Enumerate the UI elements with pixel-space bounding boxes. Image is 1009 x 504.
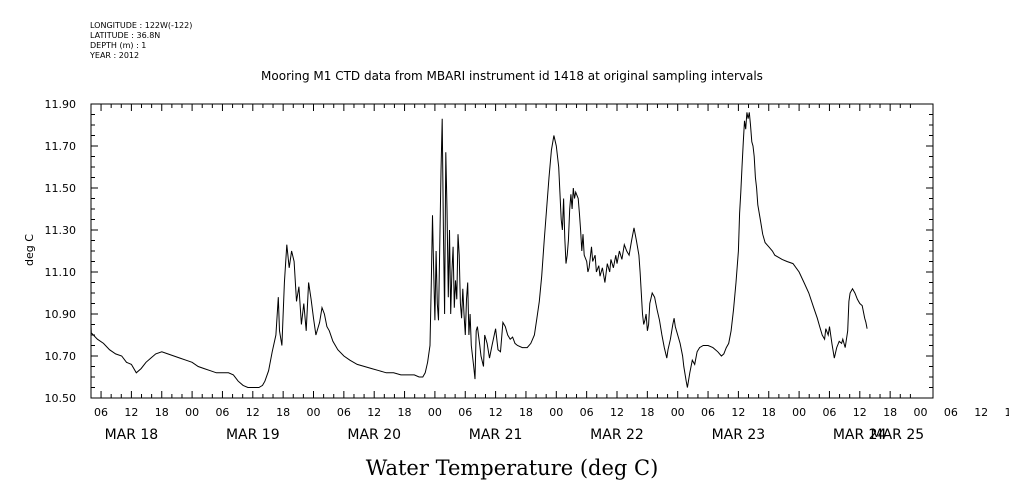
x-hour-label: 00 — [549, 406, 563, 419]
longitude-text: LONGITUDE : 122W(-122) — [90, 21, 193, 30]
x-axis-title: Water Temperature (deg C) — [366, 456, 659, 480]
x-hour-label: 00 — [792, 406, 806, 419]
y-tick-label: 11.30 — [45, 224, 77, 237]
x-hour-label: 06 — [944, 406, 958, 419]
x-hour-label: 18 — [155, 406, 169, 419]
temperature-series-line — [90, 112, 868, 388]
x-hour-label: 18 — [762, 406, 776, 419]
x-date-label: MAR 21 — [469, 427, 523, 443]
depth-text: DEPTH (m) : 1 — [90, 41, 147, 50]
y-tick-label: 11.50 — [45, 182, 77, 195]
x-hour-label: 00 — [428, 406, 442, 419]
x-date-label: MAR 22 — [590, 427, 644, 443]
y-tick-label: 10.50 — [45, 392, 77, 405]
x-tick-labels: 06 12 18 00 06 12 18 00 06 12 18 00 06 12 18 00 06 12 18 00… — [94, 406, 1009, 443]
x-hour-label: 00 — [307, 406, 321, 419]
x-hour-label: 00 — [914, 406, 928, 419]
x-hour-label: 18 — [883, 406, 897, 419]
x-hour-label: 12 — [731, 406, 745, 419]
x-hour-label: 12 — [367, 406, 381, 419]
x-hour-label: 00 — [185, 406, 199, 419]
y-axis-title: deg C — [23, 234, 36, 266]
x-hour-label: 12 — [610, 406, 624, 419]
y-tick-label: 11.10 — [45, 266, 77, 279]
x-date-label: MAR 25 — [870, 427, 924, 443]
x-hour-label: 18 — [519, 406, 533, 419]
x-hour-label: 00 — [671, 406, 685, 419]
x-hour-label: 12 — [974, 406, 988, 419]
y-tick-label: 10.70 — [45, 350, 77, 363]
x-hour-label: 06 — [458, 406, 472, 419]
y-axis-title-group: deg C — [23, 234, 36, 266]
x-hour-label: 06 — [822, 406, 836, 419]
x-hour-label: 18 — [398, 406, 412, 419]
chart-title: Mooring M1 CTD data from MBARI instrumen… — [261, 69, 763, 83]
y-tick-label: 11.70 — [45, 140, 77, 153]
latitude-text: LATITUDE : 36.8N — [90, 31, 161, 40]
x-hour-label: 06 — [701, 406, 715, 419]
x-hour-label: 18 — [276, 406, 290, 419]
y-tick-label: 10.90 — [45, 308, 77, 321]
x-hour-label: 12 — [853, 406, 867, 419]
x-date-label: MAR 18 — [105, 427, 159, 443]
series-group — [90, 112, 868, 388]
metadata-block: LONGITUDE : 122W(-122) LATITUDE : 36.8N … — [90, 21, 192, 61]
y-tick-label: 11.90 — [45, 98, 77, 111]
x-hour-label: 06 — [580, 406, 594, 419]
x-date-label: MAR 20 — [347, 427, 401, 443]
y-tick-labels: 10.50 10.70 10.90 11.10 11.30 11.50 11.70 11.90 — [45, 98, 77, 405]
x-hour-label: 12 — [246, 406, 260, 419]
x-hour-label: 12 — [489, 406, 503, 419]
x-hour-label: 06 — [215, 406, 229, 419]
year-text: YEAR : 2012 — [90, 51, 140, 60]
x-hour-label: 12 — [124, 406, 138, 419]
x-hour-label: 18 — [1005, 406, 1009, 419]
x-date-label: MAR 19 — [226, 427, 280, 443]
x-hour-label: 06 — [337, 406, 351, 419]
x-hour-label: 06 — [94, 406, 108, 419]
x-hour-label: 18 — [640, 406, 654, 419]
x-date-label: MAR 23 — [712, 427, 766, 443]
plot-frame — [90, 103, 934, 399]
x-date-label: MAR 24 — [833, 427, 887, 443]
axis-ticks — [91, 103, 933, 399]
